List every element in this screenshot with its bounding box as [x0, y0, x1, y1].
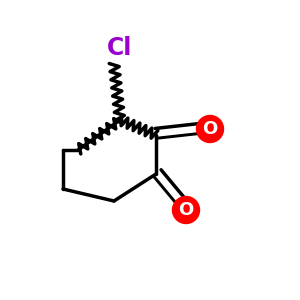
Text: O: O: [202, 120, 217, 138]
Circle shape: [172, 196, 200, 224]
Circle shape: [196, 116, 224, 142]
Text: O: O: [178, 201, 194, 219]
Text: Cl: Cl: [107, 36, 133, 60]
